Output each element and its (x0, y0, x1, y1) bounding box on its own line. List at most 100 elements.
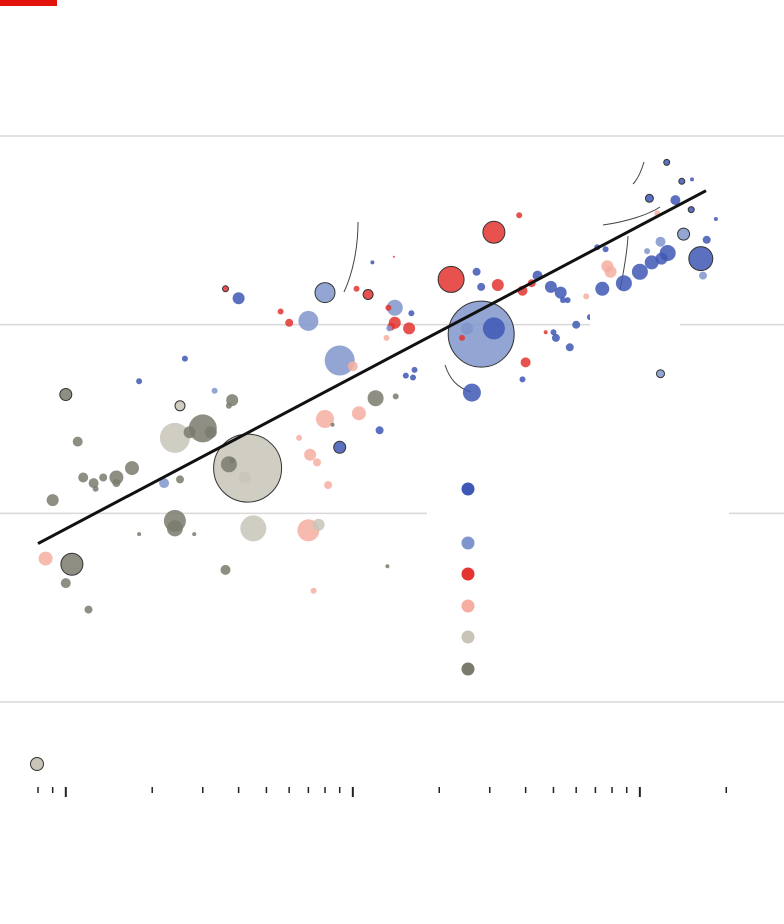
data-point (137, 532, 142, 537)
data-point (304, 448, 317, 461)
legend-background (427, 470, 729, 685)
data-point (482, 220, 506, 244)
data-point (166, 520, 183, 537)
data-point (312, 518, 325, 531)
data-point (181, 355, 188, 362)
data-point (204, 426, 217, 439)
data-point (655, 236, 666, 247)
data-point (564, 297, 571, 304)
data-point (59, 388, 73, 401)
data-point (565, 343, 574, 352)
size-key-bubble (30, 757, 44, 771)
annotation-lead-line (632, 161, 645, 185)
data-point (99, 473, 108, 482)
annotation-lead-line (602, 206, 661, 226)
data-point (240, 515, 267, 542)
x-axis (37, 787, 728, 797)
data-point (211, 387, 218, 394)
data-point (383, 334, 390, 341)
data-point (125, 461, 139, 476)
data-point (644, 255, 659, 270)
data-point (298, 310, 319, 331)
data-point (232, 292, 245, 305)
data-point (543, 330, 548, 335)
data-point (229, 457, 236, 464)
data-point (60, 552, 84, 576)
trend-line (37, 189, 707, 545)
annotation-lead-line (343, 221, 359, 293)
data-point (109, 470, 124, 485)
data-point (644, 193, 654, 203)
data-point (678, 177, 686, 185)
data-point (688, 246, 714, 272)
data-point (72, 436, 83, 447)
data-point (403, 322, 416, 335)
legend-swatch-grey (461, 662, 475, 676)
data-point (220, 564, 231, 575)
data-point (386, 325, 393, 332)
data-point (702, 235, 711, 244)
data-point (554, 286, 567, 299)
data-point (462, 383, 481, 402)
data-point (159, 422, 190, 453)
data-point (385, 564, 390, 569)
data-point (285, 318, 294, 327)
data-point (351, 406, 366, 421)
data-point (375, 426, 384, 435)
data-point (551, 333, 560, 342)
data-point (402, 372, 409, 379)
data-point (316, 410, 334, 428)
data-point (92, 485, 99, 492)
data-point (583, 293, 590, 300)
brand-accent-bar (0, 0, 57, 6)
chart-trend (37, 189, 707, 545)
data-point (461, 322, 474, 335)
data-point (519, 376, 526, 383)
data-point (385, 304, 392, 311)
data-point (370, 260, 375, 265)
data-point (324, 345, 355, 376)
data-point (88, 478, 99, 489)
data-point (482, 317, 505, 340)
data-point (176, 475, 184, 484)
data-point (222, 285, 229, 293)
data-point (550, 329, 557, 336)
legend-swatch-beige (461, 630, 475, 644)
data-point (655, 252, 668, 265)
data-point (353, 285, 360, 292)
legend-swatch-pink (461, 599, 475, 613)
legend-swatch-red (461, 567, 475, 581)
data-point (690, 177, 694, 182)
data-point (192, 532, 197, 537)
data-point (670, 195, 681, 206)
data-point (595, 281, 610, 296)
legend-mask (590, 300, 680, 360)
data-point (183, 426, 196, 439)
data-point (238, 471, 251, 484)
data-point (602, 246, 609, 253)
data-point (615, 275, 632, 292)
data-point (516, 212, 523, 219)
data-point (437, 265, 465, 293)
data-point (560, 297, 566, 304)
legend-swatch-dark-blue (461, 482, 475, 496)
data-point (572, 320, 581, 329)
data-point (386, 299, 403, 316)
data-point (78, 472, 89, 483)
data-point (367, 390, 384, 407)
data-point (644, 248, 651, 255)
data-point (310, 587, 317, 594)
data-point (324, 481, 333, 489)
data-point (347, 361, 358, 372)
data-point (663, 158, 671, 166)
data-point (687, 206, 695, 214)
data-point (60, 578, 71, 589)
data-point (174, 400, 186, 412)
data-point (713, 217, 718, 221)
data-point (362, 289, 374, 300)
data-point (544, 280, 557, 293)
data-point (136, 378, 143, 385)
data-point (601, 260, 614, 273)
data-point (296, 434, 303, 441)
